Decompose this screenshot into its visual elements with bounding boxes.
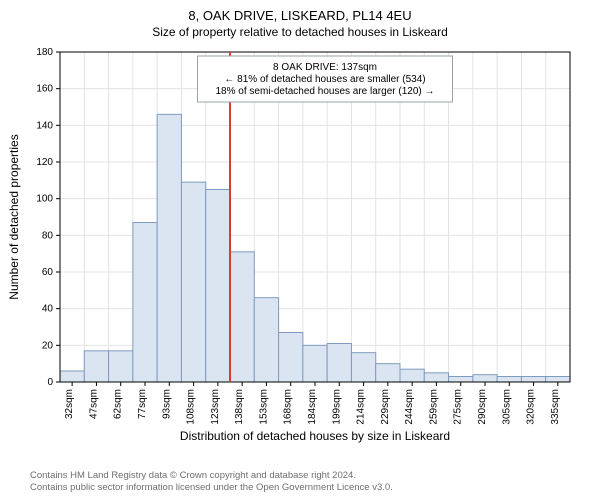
svg-text:229sqm: 229sqm [380, 389, 391, 425]
svg-text:93sqm: 93sqm [161, 389, 172, 419]
title-line1: 8, OAK DRIVE, LISKEARD, PL14 4EU [0, 8, 600, 23]
svg-text:160: 160 [36, 84, 53, 95]
svg-text:184sqm: 184sqm [307, 389, 318, 425]
histogram-bar [84, 351, 108, 382]
svg-text:100: 100 [36, 194, 53, 205]
svg-text:140: 140 [36, 120, 53, 131]
svg-text:290sqm: 290sqm [477, 389, 488, 425]
histogram-bar [376, 364, 400, 382]
svg-text:77sqm: 77sqm [137, 389, 148, 419]
svg-text:138sqm: 138sqm [234, 389, 245, 425]
svg-text:0: 0 [47, 377, 53, 388]
svg-text:47sqm: 47sqm [88, 389, 99, 419]
histogram-bar [546, 377, 570, 383]
svg-text:123sqm: 123sqm [210, 389, 221, 425]
annotation-line: 8 OAK DRIVE: 137sqm [273, 62, 377, 73]
histogram-bar [303, 345, 327, 382]
svg-text:108sqm: 108sqm [186, 389, 197, 425]
histogram-bar [206, 190, 230, 383]
svg-text:Number of detached properties: Number of detached properties [7, 134, 21, 299]
footer-line2: Contains public sector information licen… [30, 482, 393, 494]
histogram-bar [521, 377, 545, 383]
svg-text:80: 80 [42, 230, 54, 241]
svg-text:199sqm: 199sqm [331, 389, 342, 425]
svg-text:335sqm: 335sqm [550, 389, 561, 425]
svg-text:259sqm: 259sqm [428, 389, 439, 425]
svg-text:214sqm: 214sqm [356, 389, 367, 425]
svg-text:275sqm: 275sqm [453, 389, 464, 425]
histogram-bar [424, 373, 448, 382]
svg-text:62sqm: 62sqm [113, 389, 124, 419]
svg-text:60: 60 [42, 267, 54, 278]
histogram-bar [254, 298, 278, 382]
annotation-line: ← 81% of detached houses are smaller (53… [224, 74, 425, 85]
svg-text:244sqm: 244sqm [404, 389, 415, 425]
svg-text:320sqm: 320sqm [526, 389, 537, 425]
histogram-bar [181, 182, 205, 382]
svg-text:40: 40 [42, 304, 54, 315]
svg-text:20: 20 [42, 340, 54, 351]
histogram-bar [133, 223, 157, 383]
svg-text:120: 120 [36, 157, 53, 168]
histogram-bar [327, 344, 351, 383]
svg-text:180: 180 [36, 47, 53, 58]
svg-text:168sqm: 168sqm [283, 389, 294, 425]
histogram-bar [473, 375, 497, 382]
svg-text:153sqm: 153sqm [258, 389, 269, 425]
chart-svg: 0 20 40 60 80 100 120 140 160 180 32sqm 47sqm 62sqm 7… [0, 42, 600, 452]
histogram-bar [497, 377, 521, 383]
histogram-bar [60, 371, 84, 382]
chart-titles: 8, OAK DRIVE, LISKEARD, PL14 4EU Size of… [0, 8, 600, 39]
histogram-bar [157, 114, 181, 382]
title-line2: Size of property relative to detached ho… [0, 25, 600, 39]
svg-text:32sqm: 32sqm [64, 389, 75, 419]
histogram-chart: 0 20 40 60 80 100 120 140 160 180 32sqm 47sqm 62sqm 7… [0, 42, 600, 452]
histogram-bar [351, 353, 375, 382]
attribution-footer: Contains HM Land Registry data © Crown c… [30, 470, 393, 494]
histogram-bar [279, 333, 303, 383]
annotation-line: 18% of semi-detached houses are larger (… [215, 86, 434, 97]
histogram-bar [109, 351, 133, 382]
histogram-bar [400, 369, 424, 382]
footer-line1: Contains HM Land Registry data © Crown c… [30, 470, 393, 482]
histogram-bar [449, 377, 473, 383]
svg-text:305sqm: 305sqm [501, 389, 512, 425]
svg-text:Distribution of detached house: Distribution of detached houses by size … [180, 429, 450, 443]
histogram-bar [230, 252, 254, 382]
